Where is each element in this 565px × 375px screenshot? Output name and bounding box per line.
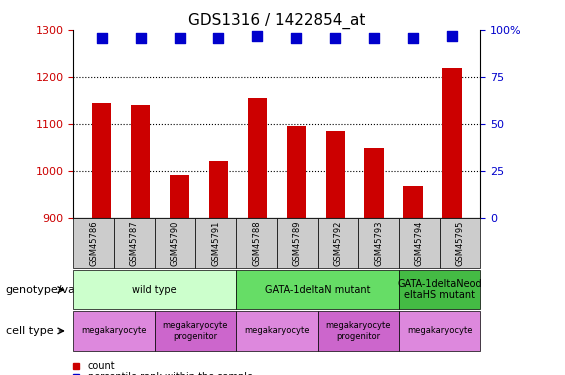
Text: count: count xyxy=(88,361,115,370)
Bar xyxy=(325,131,345,218)
Point xyxy=(214,34,223,40)
Text: megakaryocyte: megakaryocyte xyxy=(81,326,147,335)
Point xyxy=(447,33,457,39)
Point xyxy=(331,34,340,40)
Bar xyxy=(131,105,150,218)
Text: GSM45794: GSM45794 xyxy=(415,220,424,266)
Bar xyxy=(92,103,111,218)
Text: cell type: cell type xyxy=(6,326,53,336)
Title: GDS1316 / 1422854_at: GDS1316 / 1422854_at xyxy=(188,12,366,28)
Text: megakaryocyte
progenitor: megakaryocyte progenitor xyxy=(325,321,391,340)
Text: GSM45793: GSM45793 xyxy=(374,220,383,266)
Text: GSM45787: GSM45787 xyxy=(130,220,139,266)
Text: wild type: wild type xyxy=(133,285,177,295)
Point xyxy=(370,34,379,40)
Text: megakaryocyte: megakaryocyte xyxy=(244,326,310,335)
Point xyxy=(97,34,106,40)
Text: GSM45791: GSM45791 xyxy=(211,220,220,266)
Bar xyxy=(364,148,384,217)
Point xyxy=(175,34,184,40)
Point xyxy=(408,34,418,40)
Point xyxy=(253,33,262,39)
Bar xyxy=(170,176,189,217)
Point xyxy=(136,34,145,40)
Text: GSM45789: GSM45789 xyxy=(293,220,302,266)
Text: GSM45792: GSM45792 xyxy=(333,220,342,266)
Bar xyxy=(403,186,423,218)
Text: GATA-1deltaN mutant: GATA-1deltaN mutant xyxy=(265,285,370,295)
Text: GATA-1deltaNeod
eltaHS mutant: GATA-1deltaNeod eltaHS mutant xyxy=(397,279,482,300)
Text: GSM45786: GSM45786 xyxy=(89,220,98,266)
Text: megakaryocyte
progenitor: megakaryocyte progenitor xyxy=(163,321,228,340)
Point xyxy=(292,34,301,40)
Text: percentile rank within the sample: percentile rank within the sample xyxy=(88,372,253,375)
Text: megakaryocyte: megakaryocyte xyxy=(407,326,472,335)
Text: genotype/variation: genotype/variation xyxy=(6,285,112,295)
Bar xyxy=(208,161,228,218)
Bar xyxy=(247,98,267,218)
Bar xyxy=(286,126,306,218)
Text: GSM45790: GSM45790 xyxy=(171,220,180,266)
Text: GSM45788: GSM45788 xyxy=(252,220,261,266)
Bar xyxy=(442,68,462,218)
Text: GSM45795: GSM45795 xyxy=(455,220,464,266)
